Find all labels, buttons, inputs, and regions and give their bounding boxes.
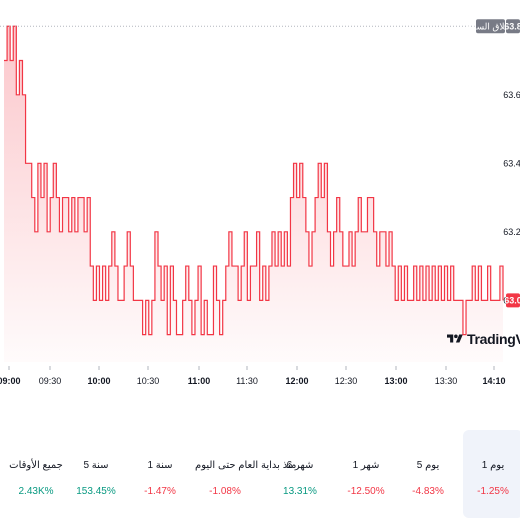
- x-tick-label: 11:30: [236, 376, 258, 386]
- x-tick-label: 11:00: [188, 376, 211, 386]
- period-tab-3[interactable]: منذ بداية العام حتى اليوم -1.08%: [195, 430, 297, 518]
- period-tab-5[interactable]: 1 شهر -12.50%: [336, 430, 396, 518]
- period-tab-6[interactable]: 5 يوم -4.83%: [398, 430, 458, 518]
- period-tab-7[interactable]: 1 يوم -1.25%: [463, 430, 520, 518]
- last-price-box: [506, 293, 520, 308]
- period-change-value: 2.43K%: [18, 486, 54, 497]
- period-change-value: 13.31%: [283, 486, 317, 497]
- price-line: [4, 25, 504, 336]
- period-tab-1[interactable]: 5 سنة 153.45%: [66, 430, 126, 518]
- y-tick-label: 63.4: [503, 158, 520, 168]
- x-tick-label: 12:00: [285, 376, 308, 386]
- period-change-value: -4.83%: [412, 486, 444, 497]
- period-change-value: -1.08%: [209, 486, 241, 497]
- period-tab-4[interactable]: 6 شهر 13.31%: [270, 430, 330, 518]
- period-change-value: -1.47%: [144, 486, 176, 497]
- period-label: 5 سنة: [83, 460, 109, 471]
- x-tick-label: 09:00: [0, 376, 21, 386]
- x-tick-label: 13:00: [384, 376, 407, 386]
- x-tick-label: 09:30: [39, 376, 62, 386]
- price-chart-svg[interactable]: 63.663.463.263.0الإغلاق السابق63.863.009…: [0, 0, 520, 400]
- y-tick-label: 63.2: [503, 227, 520, 237]
- period-label: 1 شهر: [352, 460, 380, 471]
- period-label: منذ بداية العام حتى اليوم: [195, 460, 297, 471]
- period-tab-0[interactable]: جميع الأوقات 2.43K%: [6, 430, 66, 518]
- x-tick-label: 13:30: [435, 376, 458, 386]
- period-label: 1 سنة: [147, 460, 173, 471]
- period-label: 5 يوم: [416, 460, 440, 471]
- y-tick-label: 63.6: [503, 90, 520, 100]
- prev-close-value-box: [506, 19, 520, 34]
- period-change-value: 153.45%: [76, 486, 116, 497]
- x-tick-label: 12:30: [335, 376, 358, 386]
- prev-close-label-box: [476, 19, 505, 34]
- tradingview-watermark-text: TradingView: [467, 331, 520, 347]
- period-label: 1 يوم: [481, 460, 505, 471]
- prev-close-value: 63.8: [504, 21, 520, 31]
- prev-close-label: الإغلاق السابق: [464, 21, 517, 32]
- tradingview-logo-icon: [447, 334, 463, 343]
- x-tick-label: 10:30: [137, 376, 160, 386]
- tradingview-watermark: TradingView: [447, 331, 520, 347]
- period-change-value: -12.50%: [347, 486, 385, 497]
- last-price-value: 63.0: [504, 295, 520, 305]
- price-chart[interactable]: 63.663.463.263.0الإغلاق السابق63.863.009…: [0, 0, 520, 400]
- x-tick-label: 14:10: [482, 376, 505, 386]
- period-label: 6 شهر: [286, 460, 314, 471]
- x-tick-label: 10:00: [87, 376, 110, 386]
- period-change-value: -1.25%: [477, 486, 509, 497]
- period-label: جميع الأوقات: [9, 460, 63, 471]
- period-selector: جميع الأوقات 2.43K% 5 سنة 153.45% 1 سنة -1.47…: [0, 430, 520, 520]
- period-tab-2[interactable]: 1 سنة -1.47%: [130, 430, 190, 518]
- price-area-fill: [4, 26, 503, 363]
